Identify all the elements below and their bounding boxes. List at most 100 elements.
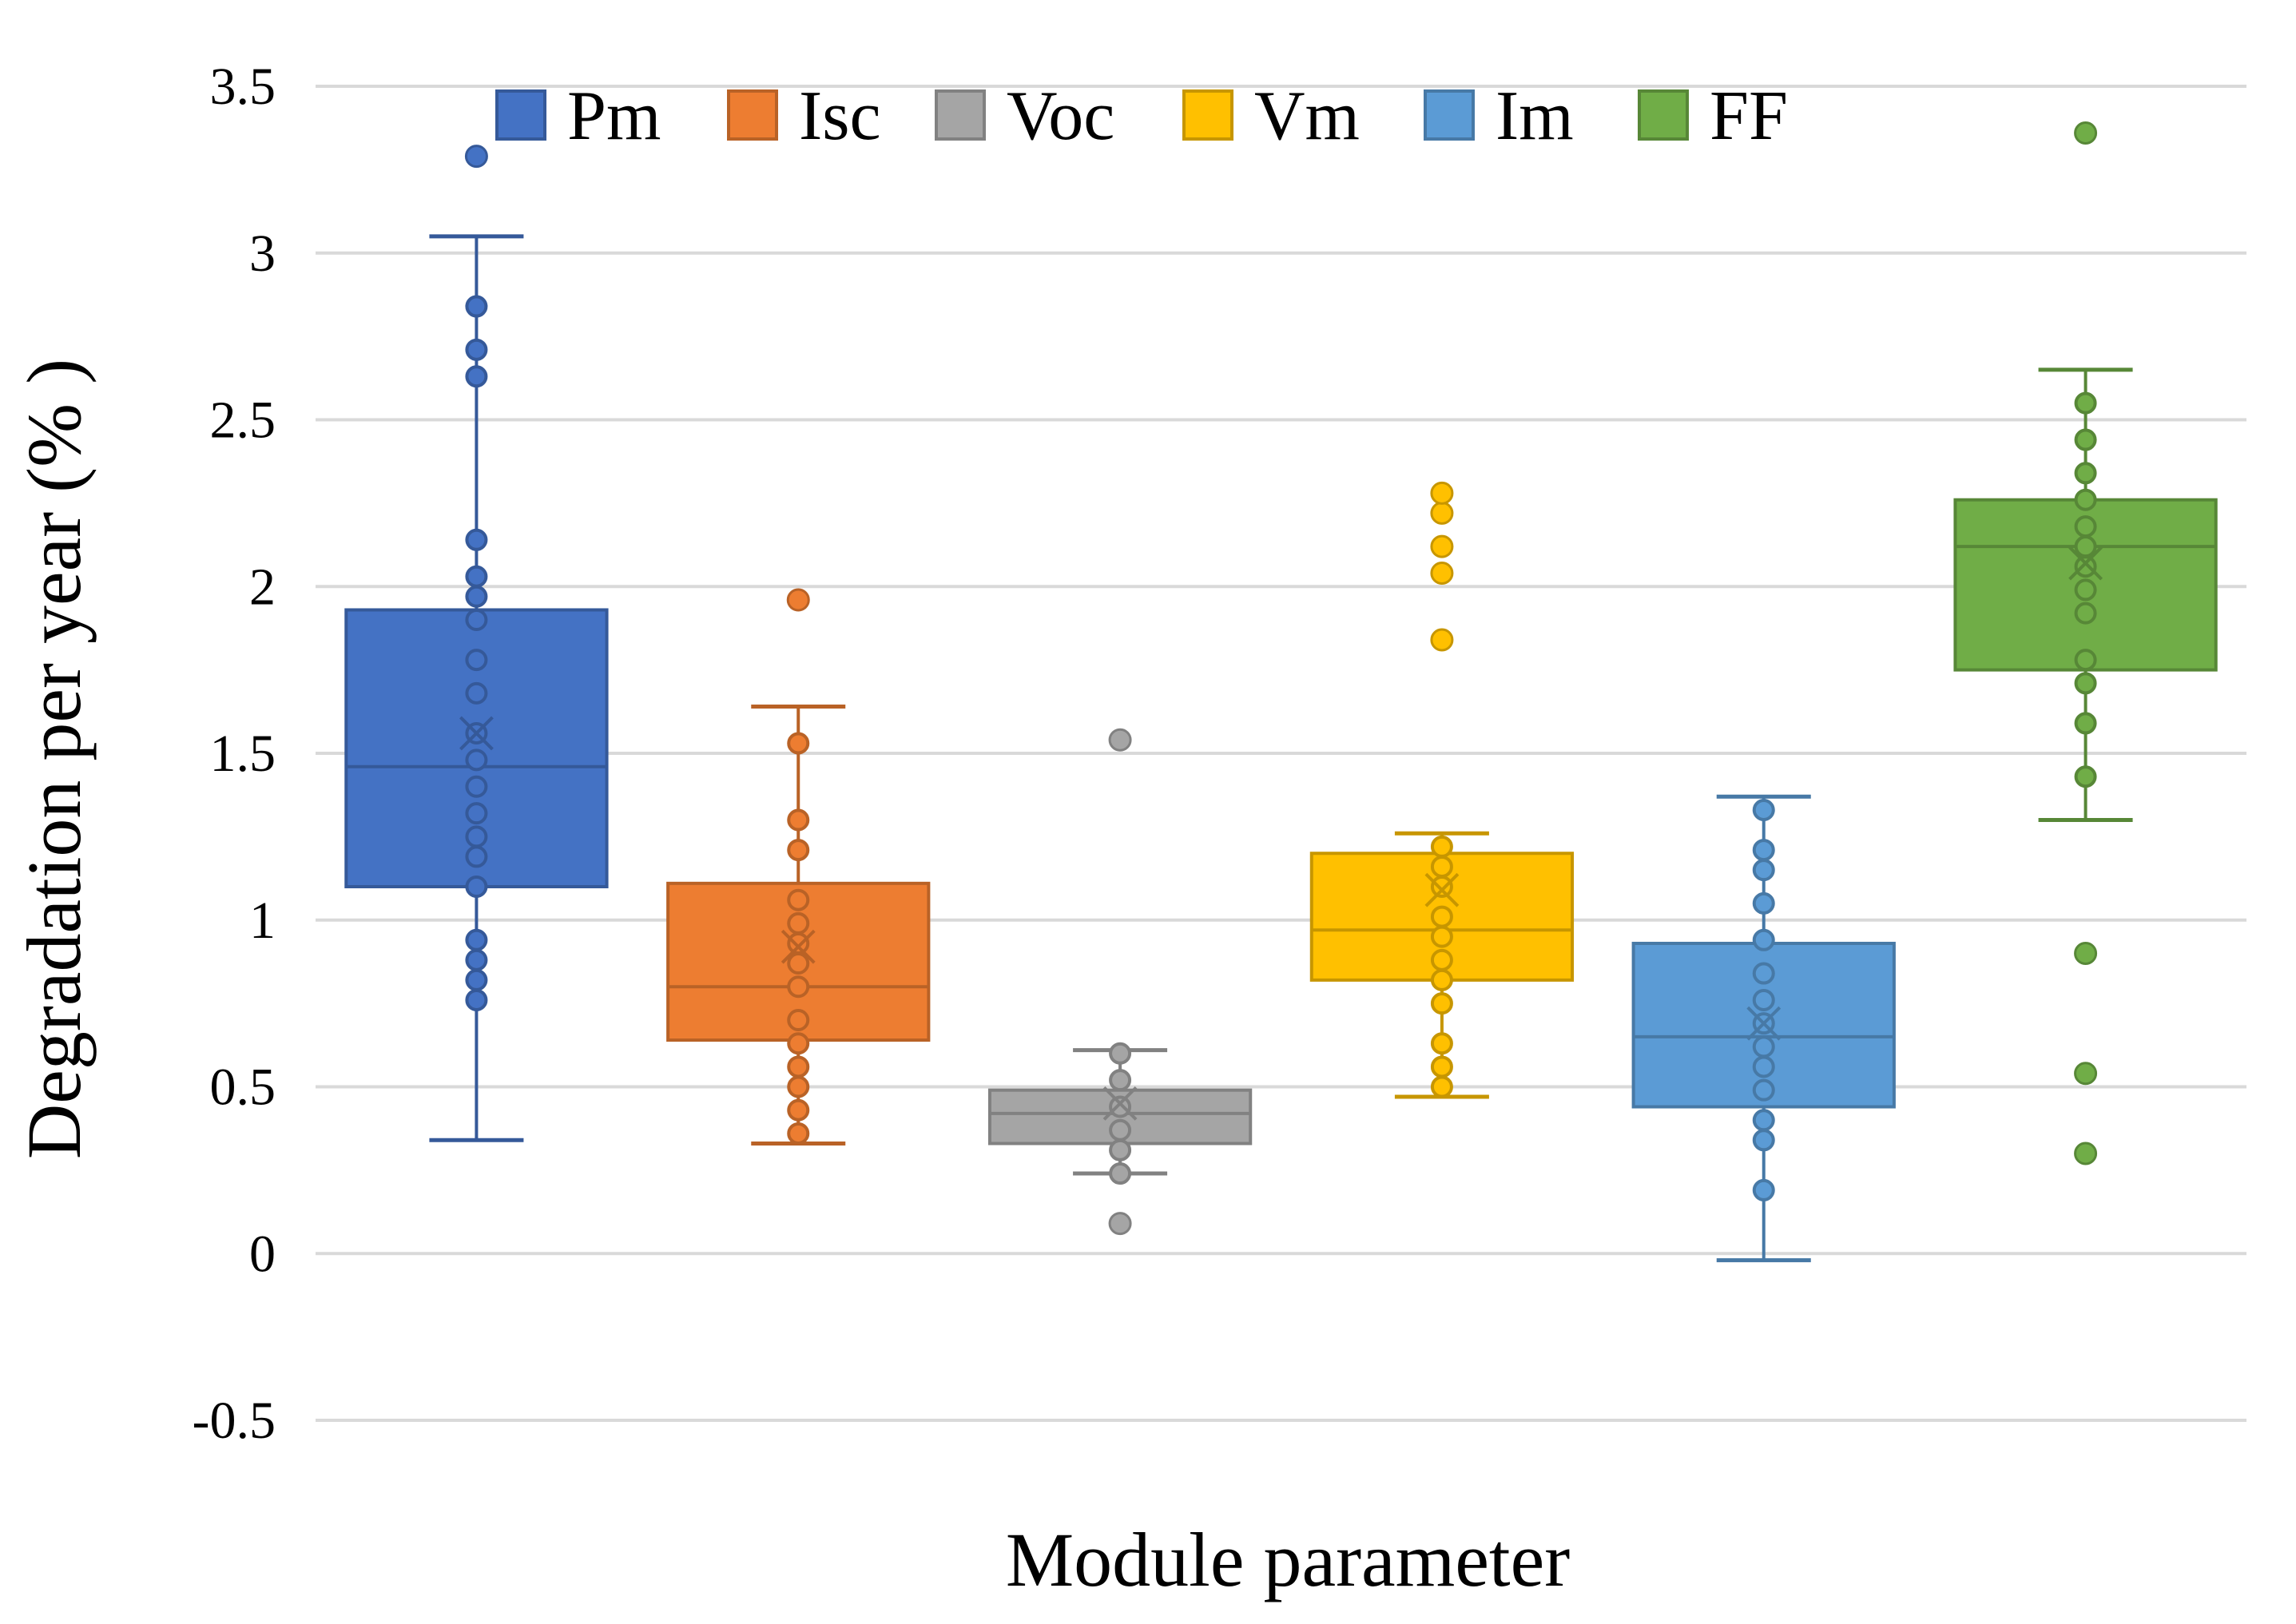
data-point <box>1752 798 1775 821</box>
data-point <box>1430 835 1453 858</box>
box-plots <box>344 121 2218 1263</box>
data-point <box>2074 555 2097 578</box>
box-voc <box>987 728 1253 1236</box>
data-point <box>1752 839 1775 862</box>
data-point <box>2074 672 2097 695</box>
outlier-point <box>1430 534 1454 558</box>
data-point <box>1109 1118 1132 1142</box>
legend-swatch <box>495 89 546 141</box>
box-pm <box>344 145 609 1142</box>
mean-marker <box>1746 1006 1782 1041</box>
data-point <box>465 609 488 631</box>
data-point <box>1752 1109 1775 1132</box>
legend: Pm Isc Voc Vm Im FF <box>495 77 1788 155</box>
y-tick-label: -0.5 <box>193 1392 276 1450</box>
y-tick-label: 3.5 <box>210 58 276 116</box>
data-point <box>787 1122 810 1145</box>
outlier-point <box>1108 1212 1132 1236</box>
legend-item-vm: Vm <box>1182 77 1360 155</box>
y-tick-label: 3 <box>249 224 276 283</box>
data-point <box>465 585 488 608</box>
legend-item-im: Im <box>1424 77 1574 155</box>
outlier-point <box>1108 728 1132 752</box>
outlier-point <box>1430 628 1454 652</box>
data-point <box>1430 968 1453 991</box>
legend-item-ff: FF <box>1638 77 1788 155</box>
legend-label: Isc <box>799 77 881 155</box>
data-point <box>1752 928 1775 951</box>
outlier-point <box>1430 562 1454 586</box>
data-point <box>2074 649 2097 672</box>
data-point <box>1752 1035 1775 1058</box>
box-vm <box>1309 481 1575 1099</box>
gridlines <box>316 85 2246 1422</box>
data-point <box>465 948 488 971</box>
data-point <box>465 748 488 772</box>
data-point <box>1430 1075 1453 1098</box>
legend-swatch <box>1424 89 1475 141</box>
data-point <box>1430 1032 1453 1055</box>
data-point <box>2074 515 2097 538</box>
data-point <box>787 1032 810 1055</box>
data-point <box>1109 1162 1132 1185</box>
legend-label: Vm <box>1254 77 1360 155</box>
data-point <box>1109 1042 1132 1065</box>
data-point <box>465 988 488 1011</box>
data-point <box>1752 962 1775 985</box>
y-tick-label: 2.5 <box>210 391 276 450</box>
mean-marker <box>1424 872 1460 907</box>
data-point <box>465 845 488 868</box>
data-point <box>787 1055 810 1078</box>
data-point <box>1752 1178 1775 1201</box>
legend-label: Im <box>1496 77 1574 155</box>
legend-swatch <box>1182 89 1233 141</box>
data-point <box>465 775 488 798</box>
y-tick-label: 0.5 <box>210 1058 276 1117</box>
data-point <box>787 911 810 935</box>
data-point <box>465 928 488 951</box>
data-point <box>1430 992 1453 1015</box>
data-point <box>1752 859 1775 882</box>
y-tick-label: 1 <box>249 891 276 950</box>
legend-item-voc: Voc <box>935 77 1114 155</box>
data-point <box>2074 535 2097 558</box>
data-point <box>1752 891 1775 915</box>
data-point <box>787 1098 810 1122</box>
data-point <box>1752 988 1775 1011</box>
outlier-point <box>1430 501 1454 525</box>
outlier-point <box>786 588 810 612</box>
data-point <box>787 931 810 955</box>
data-point <box>465 338 488 361</box>
box-ff <box>1953 121 2218 1165</box>
data-point <box>2074 578 2097 602</box>
data-point <box>1430 948 1453 971</box>
legend-label: Voc <box>1007 77 1114 155</box>
y-tick-label: 1.5 <box>210 725 276 783</box>
data-point <box>787 839 810 862</box>
data-point <box>1752 1055 1775 1078</box>
outlier-point <box>2074 1142 2098 1165</box>
mean-marker <box>459 716 494 751</box>
mean-marker <box>2068 546 2103 581</box>
data-point <box>787 732 810 755</box>
data-point <box>1109 1069 1132 1092</box>
data-point <box>1752 1129 1775 1152</box>
data-point <box>465 365 488 388</box>
data-point <box>787 808 810 832</box>
data-point <box>787 952 810 975</box>
data-point <box>465 802 488 825</box>
data-point <box>465 968 488 991</box>
data-point <box>465 565 488 588</box>
data-point <box>2074 488 2097 511</box>
data-point <box>465 649 488 672</box>
legend-item-pm: Pm <box>495 77 661 155</box>
legend-label: FF <box>1710 77 1788 155</box>
legend-swatch <box>935 89 986 141</box>
data-point <box>2074 428 2097 451</box>
data-point <box>1430 876 1453 898</box>
data-point <box>1430 1055 1453 1078</box>
data-point <box>1752 1078 1775 1102</box>
data-point <box>787 975 810 999</box>
data-point <box>465 876 488 898</box>
